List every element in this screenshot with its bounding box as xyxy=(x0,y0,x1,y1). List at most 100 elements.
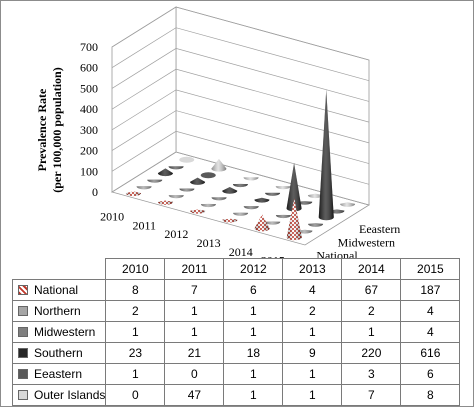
legend-key-swatch xyxy=(18,327,28,337)
cone-northern-2013 xyxy=(233,212,249,216)
cone-base xyxy=(200,172,216,179)
cone-northern-2010 xyxy=(136,186,152,190)
table-row: Southern 23 21 18 9 220 616 xyxy=(11,342,461,364)
table-header-cell: 2012 xyxy=(223,258,284,280)
cone-shade xyxy=(190,177,206,185)
table-header-row: 2010 2011 2012 2013 2014 2015 xyxy=(12,258,461,280)
table-cell: 21 xyxy=(164,342,225,364)
table-cell: 0 xyxy=(105,384,166,406)
cone-shade xyxy=(286,198,302,241)
cone-outer-islands-2012 xyxy=(243,177,259,181)
cone-shade xyxy=(286,162,302,212)
cone-national-2011 xyxy=(158,200,174,205)
table-cell: 47 xyxy=(164,384,225,406)
legend-key-swatch xyxy=(18,285,28,295)
x-tick-label: 2014 xyxy=(229,245,253,258)
y-axis-title: Prevalence Rate(per 100,000 population) xyxy=(35,67,64,192)
cone-national-2014 xyxy=(254,214,270,232)
x-tick-label: 2010 xyxy=(100,209,124,223)
cone-southern-2012 xyxy=(222,187,238,194)
cone-national-2013 xyxy=(222,218,238,223)
cone-outer-islands-2014 xyxy=(307,193,323,199)
table-cell: 1 xyxy=(223,363,284,385)
table-row: Eeastern 1 0 1 1 3 6 xyxy=(11,363,461,385)
cone-northern-2015 xyxy=(297,229,313,234)
y-gridline xyxy=(111,48,370,102)
cone-eeastern-2013 xyxy=(265,192,281,196)
cone-shade xyxy=(190,209,206,214)
cone-outer-islands-2013 xyxy=(275,186,291,190)
cone-national-2012 xyxy=(190,209,206,214)
table-cell: 2 xyxy=(282,300,343,322)
y-tick-label: 200 xyxy=(80,144,98,158)
table-cell: 1 xyxy=(105,321,166,343)
cone-southern-2013 xyxy=(254,197,270,203)
series-label: Midwestern xyxy=(11,321,107,343)
cone-shade xyxy=(211,197,227,201)
cone-shade xyxy=(307,193,323,199)
chart-canvas: 0 100 200 300 400 500 600 700 Prevalence Rate(pe… xyxy=(35,6,400,258)
y-gridline xyxy=(111,27,370,82)
table-cell: 220 xyxy=(341,342,402,364)
cone-shade xyxy=(340,202,356,207)
table-cell: 1 xyxy=(282,384,343,406)
y-tick-label: 300 xyxy=(80,123,98,137)
cone-shade xyxy=(243,177,259,181)
cone-shade xyxy=(232,183,248,188)
cone-base xyxy=(179,156,195,163)
cone-midwestern-2015 xyxy=(308,223,324,227)
y-gridline xyxy=(111,68,370,123)
series-label: Outer Islands xyxy=(11,384,107,406)
table-cell: 1 xyxy=(282,321,343,343)
x-tick-label: 2015 xyxy=(261,254,285,258)
depth-label: Midwestern xyxy=(338,235,395,249)
legend-key-swatch xyxy=(18,369,28,379)
table-row: Northern 2 1 1 2 2 4 xyxy=(11,300,461,322)
table-corner xyxy=(12,258,107,280)
cone-northern-2012 xyxy=(200,203,216,208)
series-name: Outer Islands xyxy=(34,388,106,402)
table-cell: 6 xyxy=(223,279,284,301)
table-cell: 2 xyxy=(105,300,166,322)
cone-northern-2011 xyxy=(168,195,184,199)
table-cell: 4 xyxy=(400,300,461,322)
series-name: Midwestern xyxy=(34,325,96,339)
cone-eeastern-2012 xyxy=(232,183,248,188)
cone-southern-2014 xyxy=(286,162,302,212)
table-cell: 616 xyxy=(400,342,461,364)
table-cell: 1 xyxy=(223,384,284,406)
cone-shade xyxy=(308,223,324,227)
table-cell: 3 xyxy=(341,363,402,385)
table-header-cell: 2010 xyxy=(105,258,166,280)
cone-southern-2015 xyxy=(318,89,334,221)
y-gridline xyxy=(111,89,370,144)
data-table: 2010 2011 2012 2013 2014 2015 National 8 7 6 4 67 18… xyxy=(11,258,461,406)
depth-label: Eeastern xyxy=(359,222,400,236)
table-cell: 1 xyxy=(341,321,402,343)
y-gridline xyxy=(111,151,370,206)
cone-eeastern-2010 xyxy=(168,166,184,170)
cone-shade xyxy=(168,195,184,199)
table-row: National 8 7 6 4 67 187 xyxy=(11,279,461,301)
table-cell: 8 xyxy=(105,279,166,301)
y-gridline xyxy=(111,110,370,164)
table-header-cell: 2015 xyxy=(400,258,461,280)
cone-shade xyxy=(158,200,174,205)
legend-key-swatch xyxy=(18,306,28,316)
cone-shade xyxy=(233,212,249,216)
cone-southern-2010 xyxy=(157,168,173,177)
cone-outer-islands-2015 xyxy=(340,202,356,207)
table-cell: 4 xyxy=(282,279,343,301)
cone-shade xyxy=(136,186,152,190)
legend-key-swatch xyxy=(18,348,28,358)
table-cell: 6 xyxy=(400,363,461,385)
cone-shade xyxy=(211,158,227,172)
table-cell: 1 xyxy=(282,363,343,385)
x-tick-label: 2011 xyxy=(132,218,156,232)
table-row: Midwestern 1 1 1 1 1 4 xyxy=(11,321,461,343)
table-cell: 1 xyxy=(223,321,284,343)
cone-shade xyxy=(254,197,270,203)
table-cell: 7 xyxy=(341,384,402,406)
series-label: Southern xyxy=(11,342,107,364)
table-cell: 187 xyxy=(400,279,461,301)
